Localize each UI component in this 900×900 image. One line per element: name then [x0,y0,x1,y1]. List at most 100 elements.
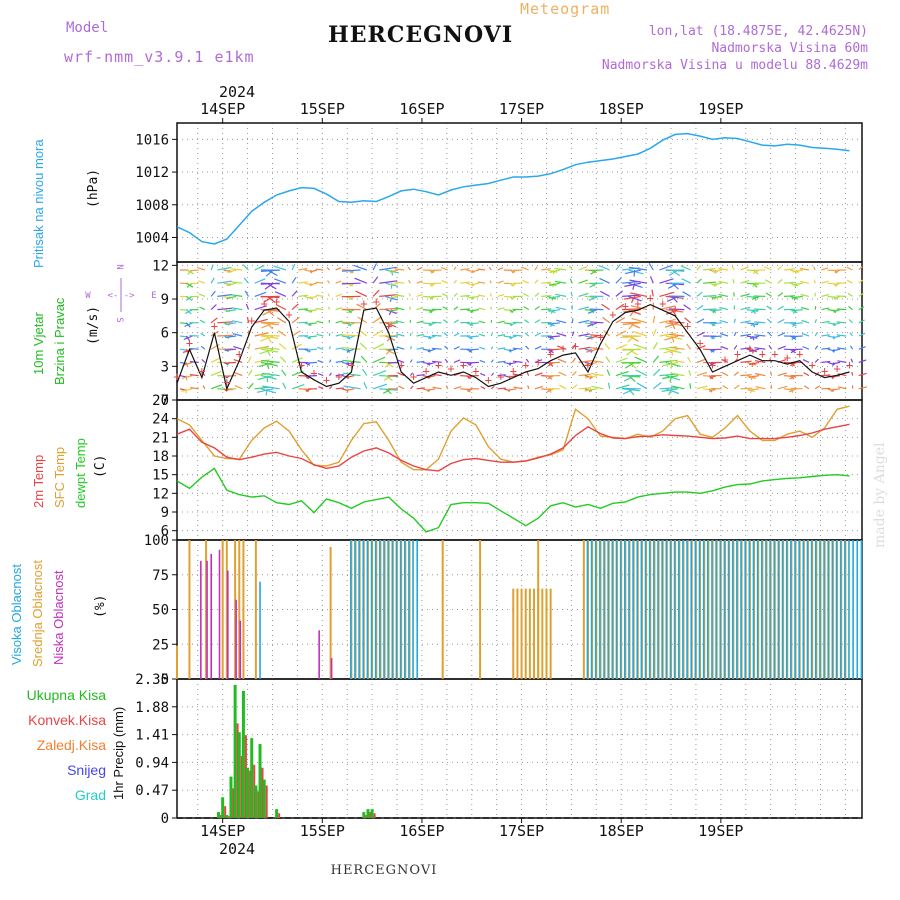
wind-gust-marker: + [696,336,703,350]
wind-arrow [453,306,459,311]
wind-arrow [408,293,411,297]
wind-arrow [198,293,206,297]
wind-arrow [696,318,705,324]
wind-arrow [751,362,754,367]
wind-arrow [304,309,313,313]
wind-arrow [534,292,540,297]
wind-arrow [750,309,760,314]
wind-arrow [521,266,529,271]
wind-arrow [396,346,405,350]
wind-arrow [833,295,841,300]
wind-arrow [696,331,705,337]
wind-arrow [363,382,368,390]
wind-arrow [291,276,297,284]
wind-arrow [586,335,598,340]
wind-arrow [821,320,830,324]
wind-arrow [470,309,480,312]
wind-arrow [671,269,681,277]
wind-arrow [689,383,692,389]
wind-arrow [585,348,598,353]
wind-arrow [335,293,342,297]
wind-arrow [184,322,193,328]
wind-arrow [181,388,193,392]
wind-arrow [217,307,233,311]
wind-arrow [652,368,661,377]
wind-arrow [604,343,611,350]
wind-arrow [671,282,679,290]
wind-arrow [341,321,361,324]
wind-arrow [309,282,318,286]
wind-arrow [628,295,642,302]
wind-arrow [555,306,567,311]
wind-arrow [259,348,274,355]
wind-arrow [308,348,318,351]
y-tick-label: 6 [161,326,169,342]
wind-arrow [443,332,449,337]
temp-outer-label-3: dewpt Temp [73,438,88,508]
wind-arrow [792,269,803,273]
dewpt-line [176,467,850,533]
y-tick-label: 0.47 [135,783,169,799]
wind-arrow [722,384,729,390]
wind-arrow [408,279,411,284]
wind-arrow [453,319,459,324]
wind-arrow [266,335,272,343]
wind-arrow [753,308,766,311]
wind-arrow [490,359,494,363]
wind-arrow [671,295,678,303]
wind-arrow [431,269,442,272]
wind-arrow [634,356,648,363]
wind-arrow [751,295,760,301]
wind-arrow [260,388,277,394]
wind-arrow [558,371,567,377]
wind-arrow [409,359,413,363]
wind-arrow [783,375,795,378]
wind-arrow [624,282,641,287]
convective-rain-bar [261,767,264,818]
wind-arrow [210,343,220,350]
wind-arrow [190,387,199,390]
wind-arrow [261,372,280,377]
wind-arrow [335,267,342,271]
wind-gust-marker: + [360,297,367,311]
bottom-day-label: 19SEP [698,822,743,840]
compass-e-label: E [151,291,156,301]
wind-arrow [291,316,300,324]
wind-arrow [266,348,271,356]
wind-arrow [837,347,847,350]
total-rain-bar [221,797,225,818]
wind-arrow [622,388,635,395]
wind-arrow [497,347,506,350]
wind-arrow [754,360,766,363]
wind-arrow [260,282,280,285]
wind-arrow [631,317,648,324]
wind-arrow [628,266,648,271]
wind-gust-marker: + [323,373,330,387]
wind-arrow [754,321,766,324]
wind-arrow [308,361,318,364]
model-altitude-label: Nadmorska Visina u modelu 88.4629m [601,58,868,73]
bottom-year-label: 2024 [219,840,255,858]
wind-arrow [428,295,433,300]
wind-gust-marker: + [248,313,255,327]
wind-arrow [718,267,729,271]
wind-arrow [777,305,784,311]
wind-arrow [379,307,399,311]
wind-arrow [512,347,523,350]
wind-gust-marker: + [721,353,728,367]
wind-arrow [470,322,479,325]
wind-arrow [547,335,560,338]
wind-arrow [623,375,635,382]
wind-arrow [281,369,287,376]
wind-arrow [308,309,318,312]
wind-arrow [210,370,222,377]
wind-arrow [308,335,318,338]
wind-arrow [711,322,722,325]
wind-gust-marker: + [186,336,193,350]
wind-arrow [445,385,449,390]
wind-gust-marker: + [746,341,753,355]
wind-gust-marker: + [373,294,380,308]
wind-arrow [416,293,423,297]
wind-gust-marker: + [784,350,791,364]
